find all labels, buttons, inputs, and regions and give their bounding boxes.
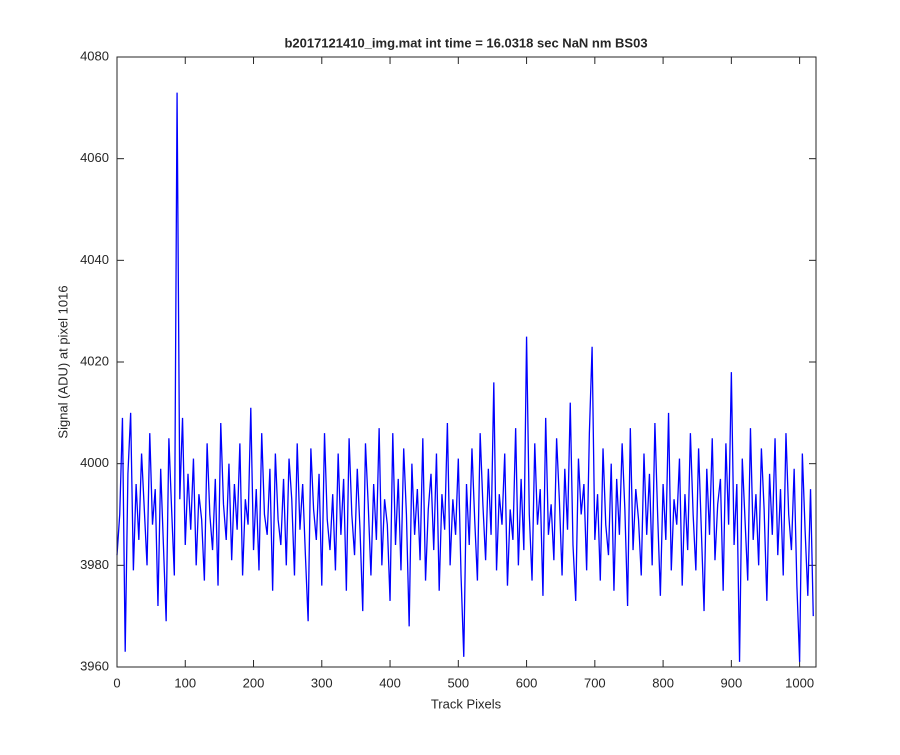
x-tick-label: 1000 — [785, 675, 814, 690]
x-tick-label: 100 — [174, 675, 196, 690]
axes-box — [116, 56, 817, 668]
x-tick-label: 900 — [721, 675, 743, 690]
y-tick-label: 3960 — [80, 658, 109, 673]
x-tick-label: 500 — [447, 675, 469, 690]
x-tick-label: 200 — [243, 675, 265, 690]
y-tick-label: 4040 — [80, 252, 109, 267]
plot-area — [117, 57, 816, 667]
x-tick-label: 800 — [652, 675, 674, 690]
data-line — [116, 92, 814, 662]
y-tick-label: 3980 — [80, 557, 109, 572]
y-tick-label: 4060 — [80, 150, 109, 165]
y-tick-label: 4080 — [80, 48, 109, 63]
x-tick-label: 700 — [584, 675, 606, 690]
y-axis-label: Signal (ADU) at pixel 1016 — [55, 285, 70, 438]
y-tick-label: 4000 — [80, 455, 109, 470]
x-tick-label: 300 — [311, 675, 333, 690]
x-tick-label: 0 — [113, 675, 120, 690]
x-tick-label: 400 — [379, 675, 401, 690]
x-axis-label: Track Pixels — [431, 696, 502, 711]
y-tick-label: 4020 — [80, 353, 109, 368]
x-tick-label: 600 — [516, 675, 538, 690]
chart-title: b2017121410_img.mat int time = 16.0318 s… — [284, 35, 647, 50]
